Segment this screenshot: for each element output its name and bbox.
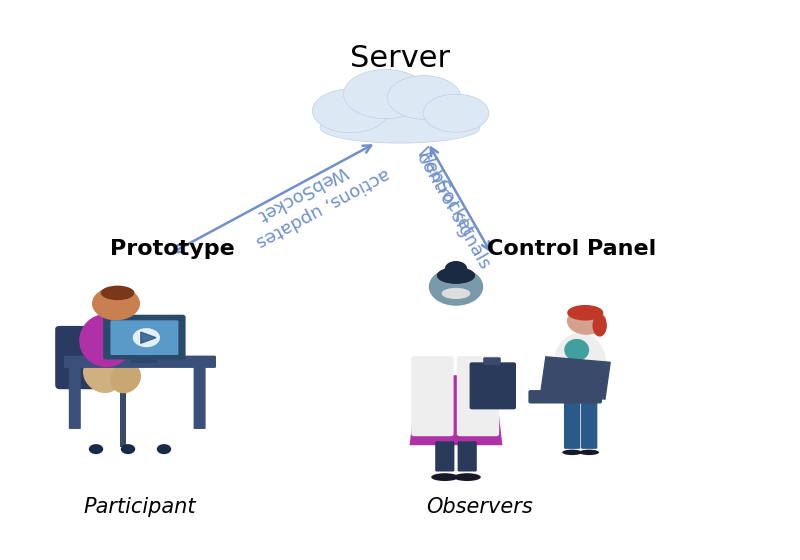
Ellipse shape <box>79 314 134 367</box>
FancyBboxPatch shape <box>120 384 126 447</box>
Polygon shape <box>141 332 156 343</box>
Ellipse shape <box>110 363 141 393</box>
Text: WebSocket: WebSocket <box>411 144 477 240</box>
Ellipse shape <box>101 286 134 300</box>
FancyBboxPatch shape <box>581 398 598 449</box>
FancyBboxPatch shape <box>564 398 580 449</box>
FancyBboxPatch shape <box>470 362 516 409</box>
FancyBboxPatch shape <box>142 354 150 361</box>
FancyBboxPatch shape <box>103 315 186 360</box>
Ellipse shape <box>554 333 606 395</box>
FancyBboxPatch shape <box>131 358 157 363</box>
Circle shape <box>445 261 467 277</box>
Ellipse shape <box>312 89 389 133</box>
Ellipse shape <box>567 305 603 320</box>
FancyBboxPatch shape <box>528 390 602 404</box>
FancyBboxPatch shape <box>69 365 81 429</box>
Polygon shape <box>541 357 610 399</box>
FancyBboxPatch shape <box>110 320 178 355</box>
Ellipse shape <box>387 76 461 119</box>
Ellipse shape <box>423 94 489 132</box>
FancyBboxPatch shape <box>483 357 501 365</box>
Ellipse shape <box>562 450 582 455</box>
FancyBboxPatch shape <box>435 441 454 472</box>
Text: Server: Server <box>350 44 450 73</box>
Ellipse shape <box>431 473 458 481</box>
Circle shape <box>567 307 606 335</box>
Text: Observers: Observers <box>426 497 534 517</box>
FancyBboxPatch shape <box>458 441 477 472</box>
Circle shape <box>133 328 160 347</box>
Ellipse shape <box>579 450 599 455</box>
Ellipse shape <box>437 267 475 284</box>
FancyBboxPatch shape <box>55 326 87 389</box>
Ellipse shape <box>442 288 470 299</box>
FancyBboxPatch shape <box>56 372 126 389</box>
Text: WebSocket: WebSocket <box>254 162 350 225</box>
Ellipse shape <box>344 69 427 119</box>
Text: Prototype: Prototype <box>110 239 234 259</box>
Polygon shape <box>410 375 502 445</box>
Text: Control Panel: Control Panel <box>487 239 657 259</box>
Circle shape <box>92 287 140 320</box>
FancyBboxPatch shape <box>457 356 499 436</box>
Ellipse shape <box>593 315 607 337</box>
Text: control signals: control signals <box>414 148 494 272</box>
Ellipse shape <box>454 473 481 481</box>
Circle shape <box>429 268 483 306</box>
Circle shape <box>157 444 171 454</box>
FancyBboxPatch shape <box>194 365 206 429</box>
FancyBboxPatch shape <box>64 356 216 368</box>
Circle shape <box>121 444 135 454</box>
Ellipse shape <box>83 357 120 393</box>
Circle shape <box>89 444 103 454</box>
Ellipse shape <box>564 339 589 361</box>
Text: Participant: Participant <box>84 497 196 517</box>
Ellipse shape <box>320 113 480 143</box>
Text: actions, updates: actions, updates <box>253 164 392 250</box>
FancyBboxPatch shape <box>411 356 454 436</box>
